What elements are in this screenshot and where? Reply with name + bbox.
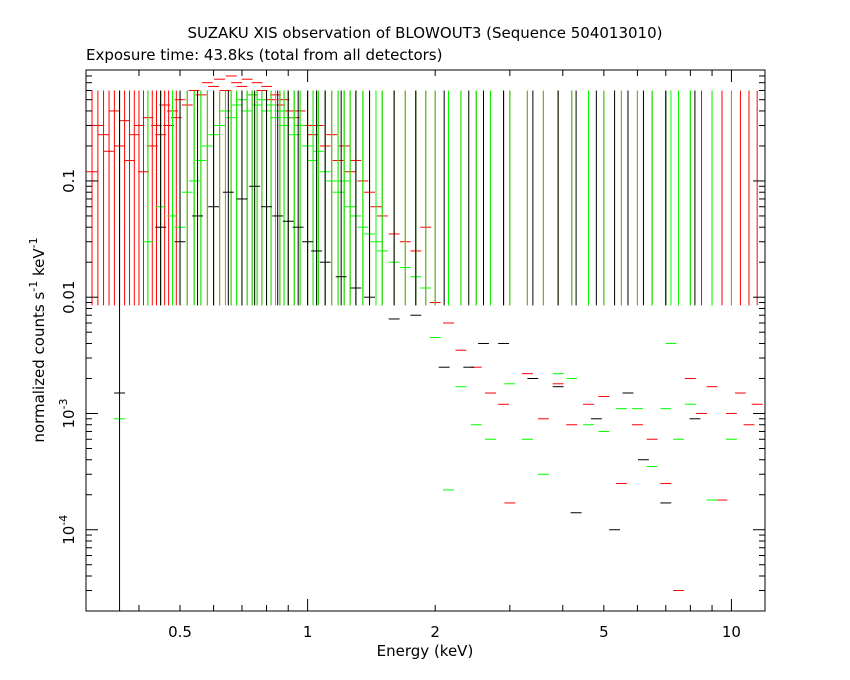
y-axis-label-exp1: -1 bbox=[27, 281, 40, 292]
series-2 bbox=[114, 90, 701, 611]
x-tick-label: 10 bbox=[722, 623, 741, 641]
plot-frame bbox=[85, 69, 766, 612]
y-axis-label: normalized counts s-1 keV-1 bbox=[27, 237, 48, 442]
y-tick-label-base: 10 bbox=[60, 409, 78, 428]
y-tick-label: 10-3 bbox=[57, 398, 78, 428]
y-tick-label: 10-4 bbox=[57, 515, 78, 545]
x-tick-label: 5 bbox=[599, 623, 609, 641]
y-axis-label-main: normalized counts s bbox=[30, 292, 48, 443]
y-tick-label-exp: -3 bbox=[57, 398, 70, 409]
y-tick-label-exp: -4 bbox=[57, 515, 70, 526]
x-tick-label: 0.5 bbox=[168, 623, 192, 641]
y-tick-label: 0.1 bbox=[60, 169, 78, 193]
y-tick-label-text: 0.1 bbox=[60, 169, 78, 193]
x-tick-label: 1 bbox=[303, 623, 313, 641]
data-series bbox=[86, 75, 763, 611]
y-tick-label-base: 10 bbox=[60, 526, 78, 545]
x-tick-label: 2 bbox=[430, 623, 440, 641]
series-0 bbox=[86, 75, 763, 592]
y-tick-label: 0.01 bbox=[60, 281, 78, 314]
y-tick-label-text: 0.01 bbox=[60, 281, 78, 314]
y-axis-label-exp2: -1 bbox=[27, 237, 40, 248]
x-axis-label: Energy (keV) bbox=[377, 642, 474, 660]
chart-title: SUZAKU XIS observation of BLOWOUT3 (Sequ… bbox=[187, 24, 662, 42]
chart-subtitle: Exposure time: 43.8ks (total from all de… bbox=[86, 46, 442, 64]
y-axis-label-mid: keV bbox=[30, 248, 48, 281]
